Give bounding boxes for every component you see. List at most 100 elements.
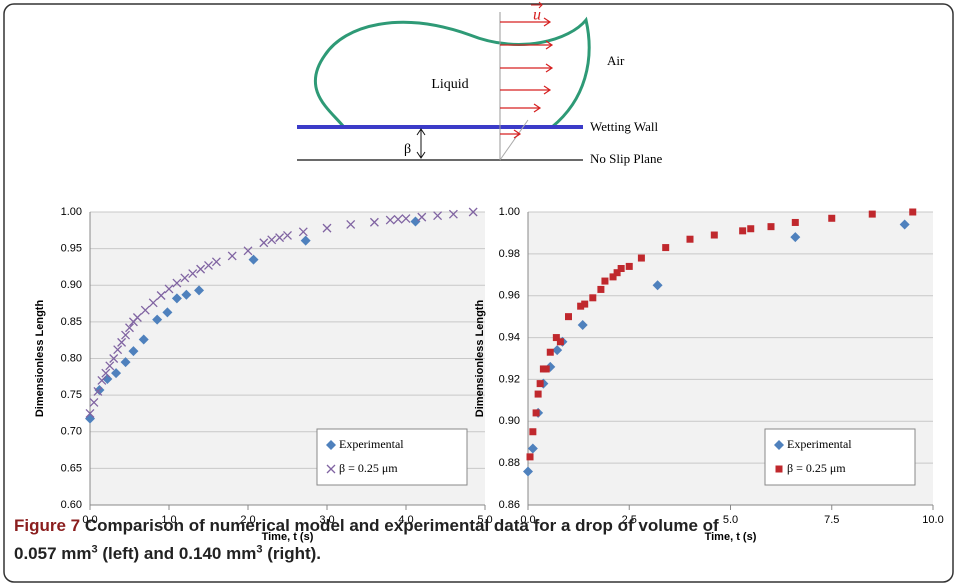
velocity-label: u — [533, 7, 541, 24]
marker-x-stroke — [204, 261, 213, 270]
marker-square — [739, 227, 747, 235]
legend-label: β = 0.25 μm — [339, 461, 398, 475]
y-tick-label: 0.96 — [499, 290, 520, 302]
marker-x — [267, 235, 277, 245]
x-tick-label: 0.0 — [520, 514, 535, 526]
marker-diamond — [138, 334, 149, 345]
marker-diamond — [523, 466, 533, 477]
marker-x — [164, 284, 174, 294]
marker-x-stroke — [346, 219, 356, 229]
marker-square — [710, 231, 718, 239]
marker-x-stroke — [243, 246, 253, 256]
marker-x — [101, 368, 111, 378]
y-tick-label: 0.75 — [61, 389, 82, 401]
marker-x — [298, 227, 308, 237]
legend-label: β = 0.25 μm — [787, 461, 846, 475]
marker-x-stroke — [109, 354, 119, 363]
marker-diamond — [552, 345, 563, 356]
legend-label: Experimental — [339, 437, 404, 451]
marker-diamond — [111, 368, 122, 379]
y-tick-label: 0.85 — [61, 316, 82, 328]
marker-square — [589, 294, 597, 302]
marker-x-stroke — [417, 212, 427, 222]
diagram-label: Liquid — [431, 77, 468, 92]
marker-square — [546, 348, 554, 356]
marker-square — [625, 262, 633, 270]
marker-diamond — [120, 357, 131, 368]
marker-diamond — [899, 219, 910, 230]
marker-x — [105, 361, 115, 371]
caption-text: (right). — [262, 544, 322, 563]
marker-x-stroke — [148, 298, 158, 308]
x-tick-label: 3.0 — [319, 514, 334, 526]
marker-x-stroke — [93, 387, 103, 396]
marker-square — [556, 338, 564, 346]
marker-x — [97, 376, 107, 385]
x-axis-label: Time, t (s) — [705, 531, 757, 543]
marker-x-stroke — [369, 217, 379, 227]
marker-x — [211, 257, 221, 267]
beta-arrow — [416, 128, 426, 159]
diagram-label: β — [404, 142, 411, 157]
marker-x-stroke — [227, 251, 237, 261]
marker-x-stroke — [211, 257, 221, 267]
marker-diamond — [128, 346, 139, 357]
marker-square — [577, 302, 585, 310]
y-tick-label: 0.90 — [61, 279, 82, 291]
marker-x-stroke — [385, 215, 395, 225]
y-tick-label: 0.98 — [499, 248, 520, 260]
marker-x — [468, 207, 478, 217]
marker-x — [93, 387, 103, 396]
marker-x — [243, 246, 253, 256]
marker-x-stroke — [85, 408, 95, 418]
caption-sup: 3 — [256, 543, 263, 556]
diagram-label: Air — [607, 53, 625, 68]
x-tick-label: 1.0 — [161, 514, 176, 526]
y-tick-label: 0.86 — [499, 499, 520, 511]
marker-square — [662, 244, 670, 252]
marker-x — [204, 261, 213, 270]
marker-diamond — [248, 254, 259, 265]
marker-x — [117, 337, 127, 347]
marker-x — [401, 214, 411, 224]
marker-x — [132, 313, 142, 322]
y-tick-label: 1.00 — [61, 206, 82, 218]
marker-x — [109, 354, 119, 363]
marker-square — [828, 214, 836, 222]
marker-diamond — [171, 293, 182, 304]
marker-diamond — [577, 320, 588, 331]
marker-x-stroke — [326, 464, 336, 474]
legend-box — [316, 428, 468, 486]
marker-x — [448, 209, 458, 219]
marker-x-stroke — [433, 211, 443, 221]
marker-diamond — [326, 440, 336, 450]
marker-x-stroke — [140, 305, 150, 315]
x-tick-label: 2.5 — [622, 514, 637, 526]
marker-x-stroke — [113, 345, 123, 355]
marker-x-stroke — [180, 273, 190, 283]
marker-x-stroke — [164, 284, 174, 294]
marker-x — [85, 408, 95, 418]
profile-line — [499, 119, 529, 161]
marker-x-stroke — [156, 291, 166, 300]
marker-square — [597, 285, 605, 293]
y-tick-label: 0.92 — [499, 373, 520, 385]
marker-square — [609, 273, 617, 281]
marker-x — [417, 212, 427, 222]
marker-diamond — [790, 232, 801, 243]
caption-text: (left) and 0.140 mm — [97, 544, 257, 563]
marker-square — [532, 409, 540, 417]
x-tick-label: 5.0 — [723, 514, 738, 526]
marker-x — [259, 238, 269, 248]
marker-square — [601, 277, 609, 285]
marker-x — [227, 251, 237, 261]
marker-x-stroke — [259, 238, 269, 248]
marker-x — [172, 278, 182, 288]
x-tick-label: 4.0 — [398, 514, 413, 526]
marker-diamond — [774, 440, 784, 450]
marker-square — [581, 300, 589, 308]
marker-x-stroke — [267, 235, 277, 245]
marker-square — [617, 265, 625, 273]
